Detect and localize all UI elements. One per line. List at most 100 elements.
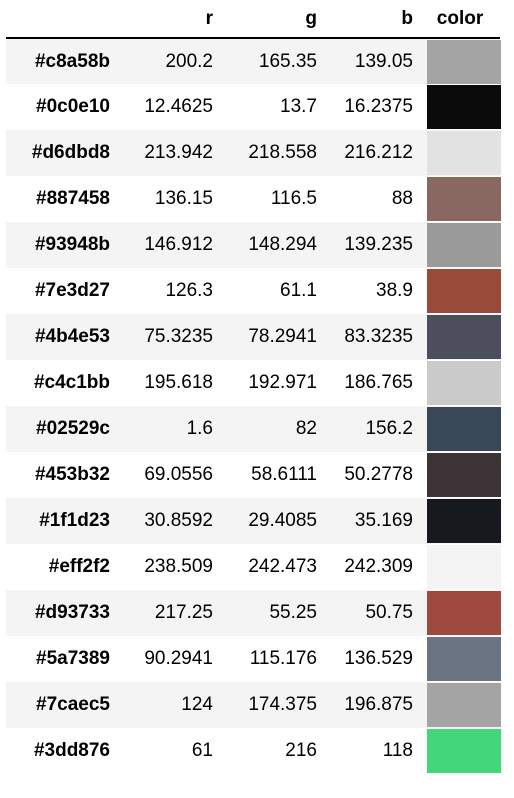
table-header: r g b color — [6, 0, 500, 39]
cell-g: 218.558 — [220, 130, 324, 176]
cell-color — [420, 222, 501, 268]
cell-color — [420, 84, 501, 130]
cell-color — [420, 728, 501, 774]
row-hex-label: #0c0e10 — [6, 84, 116, 130]
table-row: #3dd876 61 216 118 — [6, 728, 501, 774]
table-row: #0c0e10 12.4625 13.7 16.2375 — [6, 84, 501, 130]
row-hex-label: #02529c — [6, 406, 116, 452]
cell-color — [420, 498, 501, 544]
cell-color — [420, 590, 501, 636]
row-hex-label: #d93733 — [6, 590, 116, 636]
header-color: color — [420, 0, 500, 39]
cell-b: 242.309 — [324, 544, 420, 590]
header-b: b — [324, 0, 420, 39]
cell-color — [420, 314, 501, 360]
cell-b: 139.235 — [324, 222, 420, 268]
cell-color — [420, 682, 501, 728]
cell-r: 136.15 — [116, 176, 220, 222]
row-hex-label: #c8a58b — [6, 38, 116, 84]
cell-b: 156.2 — [324, 406, 420, 452]
row-hex-label: #3dd876 — [6, 728, 116, 774]
table-row: #453b32 69.0556 58.6111 50.2778 — [6, 452, 501, 498]
row-hex-label: #1f1d23 — [6, 498, 116, 544]
cell-r: 213.942 — [116, 130, 220, 176]
color-swatch — [427, 453, 501, 497]
table-row: #7e3d27 126.3 61.1 38.9 — [6, 268, 501, 314]
color-swatch — [427, 39, 501, 84]
color-swatch — [427, 361, 501, 405]
cell-g: 242.473 — [220, 544, 324, 590]
color-swatch — [427, 591, 501, 635]
row-hex-label: #4b4e53 — [6, 314, 116, 360]
table-row: #4b4e53 75.3235 78.2941 83.3235 — [6, 314, 501, 360]
cell-g: 58.6111 — [220, 452, 324, 498]
color-swatch — [427, 637, 501, 681]
cell-b: 88 — [324, 176, 420, 222]
cell-g: 13.7 — [220, 84, 324, 130]
row-hex-label: #887458 — [6, 176, 116, 222]
cell-b: 35.169 — [324, 498, 420, 544]
cell-b: 118 — [324, 728, 420, 774]
cell-r: 217.25 — [116, 590, 220, 636]
header-g: g — [220, 0, 324, 39]
cell-b: 50.2778 — [324, 452, 420, 498]
color-swatch — [427, 315, 501, 359]
table-row: #5a7389 90.2941 115.176 136.529 — [6, 636, 501, 682]
row-hex-label: #eff2f2 — [6, 544, 116, 590]
header-r: r — [116, 0, 220, 39]
cell-g: 115.176 — [220, 636, 324, 682]
color-table: r g b color #c8a58b 200.2 165.35 139.05 #0c0… — [6, 0, 501, 774]
cell-color — [420, 360, 501, 406]
header-index — [6, 0, 116, 39]
table-row: #7caec5 124 174.375 196.875 — [6, 682, 501, 728]
cell-r: 90.2941 — [116, 636, 220, 682]
cell-b: 50.75 — [324, 590, 420, 636]
color-swatch — [427, 177, 501, 221]
cell-r: 146.912 — [116, 222, 220, 268]
cell-g: 55.25 — [220, 590, 324, 636]
table-row: #887458 136.15 116.5 88 — [6, 176, 501, 222]
cell-color — [420, 130, 501, 176]
cell-r: 195.618 — [116, 360, 220, 406]
cell-b: 83.3235 — [324, 314, 420, 360]
cell-r: 61 — [116, 728, 220, 774]
cell-g: 148.294 — [220, 222, 324, 268]
cell-r: 200.2 — [116, 38, 220, 84]
cell-g: 165.35 — [220, 38, 324, 84]
color-swatch — [427, 683, 501, 727]
cell-color — [420, 406, 501, 452]
color-swatch — [427, 729, 501, 773]
cell-g: 61.1 — [220, 268, 324, 314]
table-row: #c8a58b 200.2 165.35 139.05 — [6, 38, 501, 84]
cell-b: 139.05 — [324, 38, 420, 84]
cell-color — [420, 452, 501, 498]
table-row: #c4c1bb 195.618 192.971 186.765 — [6, 360, 501, 406]
cell-g: 78.2941 — [220, 314, 324, 360]
cell-color — [420, 544, 501, 590]
cell-b: 216.212 — [324, 130, 420, 176]
cell-g: 192.971 — [220, 360, 324, 406]
cell-g: 29.4085 — [220, 498, 324, 544]
color-swatch — [427, 407, 501, 451]
color-swatch — [427, 85, 501, 129]
cell-g: 174.375 — [220, 682, 324, 728]
cell-g: 82 — [220, 406, 324, 452]
color-swatch — [427, 499, 501, 543]
cell-b: 16.2375 — [324, 84, 420, 130]
cell-r: 1.6 — [116, 406, 220, 452]
row-hex-label: #7caec5 — [6, 682, 116, 728]
cell-b: 136.529 — [324, 636, 420, 682]
row-hex-label: #5a7389 — [6, 636, 116, 682]
row-hex-label: #453b32 — [6, 452, 116, 498]
cell-g: 116.5 — [220, 176, 324, 222]
cell-r: 124 — [116, 682, 220, 728]
cell-color — [420, 176, 501, 222]
row-hex-label: #93948b — [6, 222, 116, 268]
table-row: #1f1d23 30.8592 29.4085 35.169 — [6, 498, 501, 544]
header-row: r g b color — [6, 0, 500, 39]
color-swatch — [427, 223, 501, 267]
cell-r: 75.3235 — [116, 314, 220, 360]
table-row: #93948b 146.912 148.294 139.235 — [6, 222, 501, 268]
cell-r: 12.4625 — [116, 84, 220, 130]
